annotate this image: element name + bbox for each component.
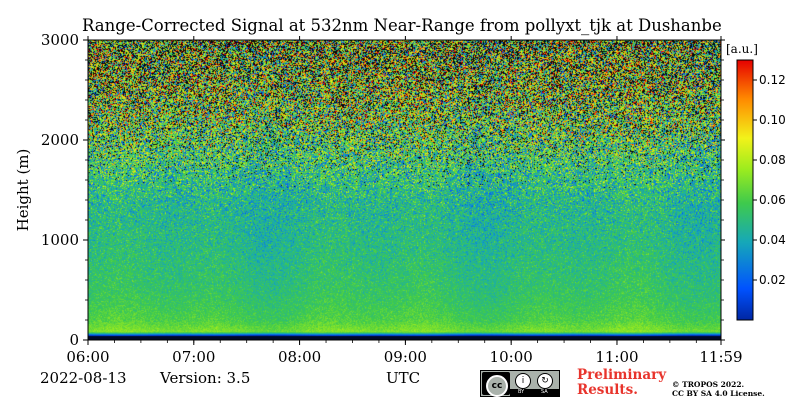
version-label: Version: 3.5 bbox=[160, 369, 251, 387]
y-tick-label: 2000 bbox=[41, 131, 79, 149]
colorbar-tick-label: 0.02 bbox=[759, 273, 786, 287]
colorbar-tick-label: 0.12 bbox=[759, 73, 786, 87]
cc-icon: cc bbox=[486, 375, 508, 397]
signal-heatmap bbox=[88, 40, 721, 340]
preliminary-line-1: Preliminary bbox=[577, 367, 667, 383]
x-tick-label: 08:00 bbox=[278, 348, 321, 366]
chart-title: Range-Corrected Signal at 532nm Near-Ran… bbox=[82, 16, 722, 35]
colorbar-unit: [a.u.] bbox=[726, 42, 758, 56]
y-tick-label: 3000 bbox=[41, 31, 79, 49]
x-tick-label: 06:00 bbox=[66, 348, 109, 366]
x-tick-label: 11:00 bbox=[595, 348, 638, 366]
colorbar-tick-label: 0.08 bbox=[759, 153, 786, 167]
preliminary-notice: Preliminary Results. bbox=[577, 368, 666, 398]
heatmap-image bbox=[88, 40, 721, 340]
copyright-line-1: © TROPOS 2022. bbox=[672, 380, 745, 389]
y-axis-label: Height (m) bbox=[14, 149, 32, 232]
x-tick-label: 10:00 bbox=[490, 348, 533, 366]
colorbar-ticks: 0.02 0.04 0.06 0.08 0.10 0.12 bbox=[753, 73, 786, 287]
copyright-notice: © TROPOS 2022. CC BY SA 4.0 License. bbox=[672, 380, 765, 398]
preliminary-line-2: Results. bbox=[577, 382, 638, 398]
license-part-sa: SA bbox=[541, 389, 548, 395]
x-tick-label: 09:00 bbox=[384, 348, 427, 366]
plot-frame bbox=[87, 39, 722, 341]
date-label: 2022-08-13 bbox=[40, 369, 127, 387]
colorbar-tick-label: 0.10 bbox=[759, 113, 786, 127]
y-tick-label: 1000 bbox=[41, 231, 79, 249]
license-badge[interactable]: cc i ↻ BY SA bbox=[480, 370, 560, 397]
colorbar-tick-label: 0.04 bbox=[759, 233, 786, 247]
x-tick-label: 11:59 bbox=[699, 348, 742, 366]
x-axis: 06:00 07:00 08:00 09:00 10:00 11:00 11:59 bbox=[66, 36, 743, 366]
y-axis: 0 1000 2000 3000 bbox=[41, 31, 725, 349]
license-parts: BY SA bbox=[510, 389, 560, 396]
cc-logo-box: cc bbox=[482, 372, 510, 397]
copyright-line-2: CC BY SA 4.0 License. bbox=[672, 389, 765, 398]
share-alike-icon: ↻ bbox=[537, 373, 553, 389]
colorbar-tick-label: 0.06 bbox=[759, 193, 786, 207]
timezone-label: UTC bbox=[386, 369, 421, 387]
colorbar bbox=[736, 59, 754, 321]
license-part-by: BY bbox=[518, 389, 525, 395]
x-tick-label: 07:00 bbox=[172, 348, 215, 366]
attribution-icon: i bbox=[515, 373, 531, 389]
y-tick-label: 0 bbox=[69, 331, 79, 349]
